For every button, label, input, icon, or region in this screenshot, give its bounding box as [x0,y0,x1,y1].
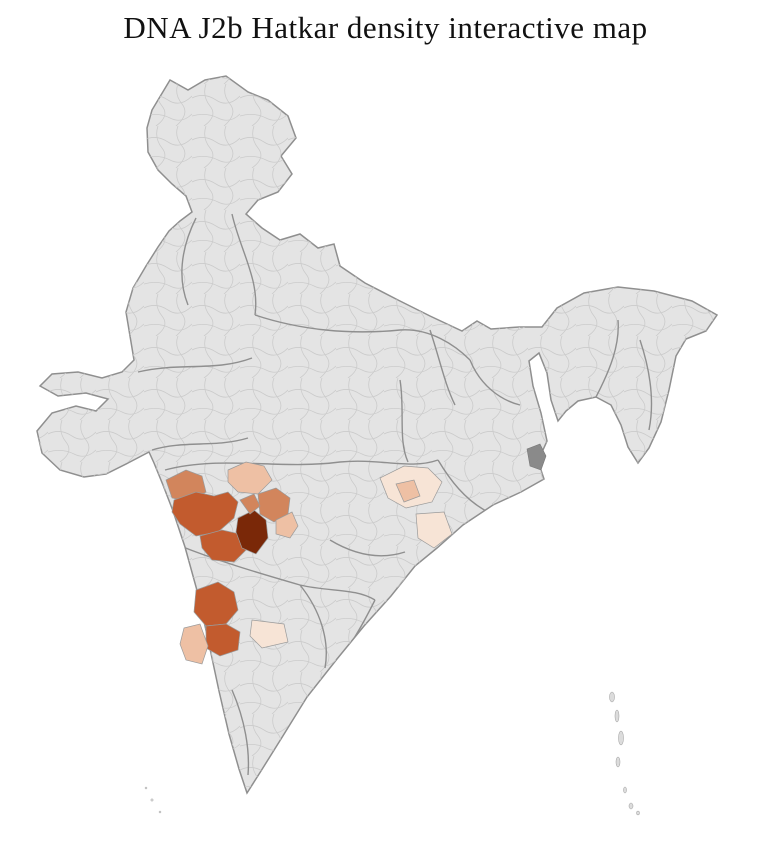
district-low-density[interactable] [395,479,421,503]
district-highest-density[interactable] [235,509,269,555]
district-medium-density[interactable] [239,493,261,515]
district-lowest-density[interactable] [415,511,453,549]
island [614,709,620,723]
state-border-line [429,329,456,406]
state-border-line [299,584,327,669]
state-border-line [151,437,249,451]
state-border-line [437,459,489,513]
island [636,810,640,816]
state-border-line [177,544,376,601]
state-border-line [137,357,253,373]
page-title: DNA J2b Hatkar density interactive map [123,10,648,45]
state-border-line [164,459,439,471]
state-border-line [329,539,406,557]
island [615,756,621,768]
state-border-line [469,359,521,406]
district-boundaries-texture [37,76,717,793]
island [158,810,162,814]
island [628,802,634,810]
state-border-line [231,689,250,776]
state-border-line [595,319,619,398]
district-high-density[interactable] [199,529,247,563]
district-dark-gray[interactable] [526,443,547,471]
state-border-line [254,314,471,361]
island [144,786,148,790]
island [623,786,627,794]
island [609,691,615,703]
district-high-density[interactable] [193,581,239,627]
district-low-density[interactable] [275,511,299,539]
district-high-density[interactable] [205,623,241,657]
state-border-line [181,217,197,306]
andaman-islands [609,691,640,816]
state-border-line [639,339,653,431]
district-high-density[interactable] [171,491,239,537]
density-districts [165,461,453,665]
lakshadweep-islands [144,786,162,814]
district-lowest-density[interactable] [249,619,289,649]
district-low-density[interactable] [179,623,209,665]
district-low-density[interactable] [227,461,273,495]
island [150,798,154,802]
state-border-line [399,379,409,463]
state-border-line [231,213,257,316]
island [618,730,624,746]
